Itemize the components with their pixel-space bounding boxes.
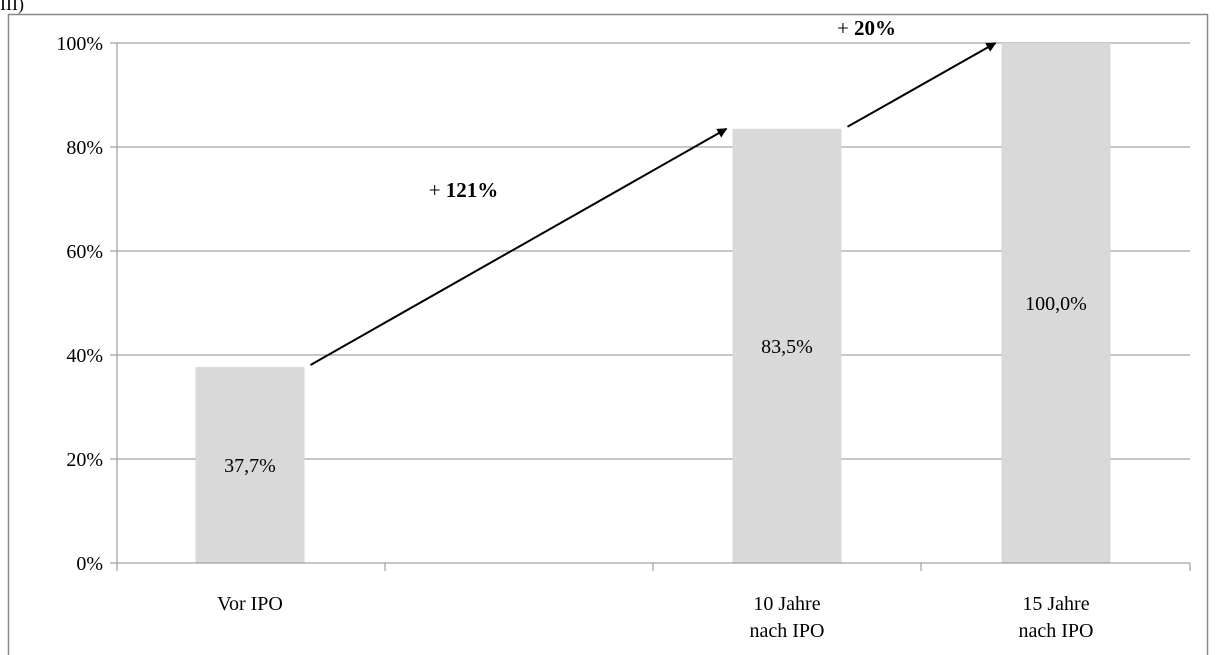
growth-label: + 121% [429,178,499,202]
y-tick-label: 20% [66,449,103,471]
category-label: 15 Jahre [1022,593,1089,615]
data-label: 100,0% [1025,293,1087,315]
category-label: nach IPO [1019,620,1094,642]
category-label: Vor IPO [217,593,283,615]
bar [195,366,305,563]
growth-sign: + [837,16,854,40]
growth-label: + 20% [837,16,896,40]
y-tick-label: 100% [56,33,103,55]
category-label: nach IPO [750,620,825,642]
bar [1001,43,1111,563]
growth-arrow [310,127,728,366]
y-tick-label: 60% [66,241,103,263]
growth-sign: + [429,178,446,202]
bars [195,43,1111,564]
growth-value: 20% [854,16,896,40]
y-tick-label: 40% [66,345,103,367]
chart-border [7,13,1209,655]
category-label: 10 Jahre [753,593,820,615]
data-label: 83,5% [761,336,813,358]
axes [110,42,1191,571]
corner-text: (III) [0,0,24,15]
growth-arrows [310,42,997,366]
y-tick-label: 0% [76,553,103,575]
growth-arrow [847,42,997,128]
y-tick-label: 80% [66,137,103,159]
data-label: 37,7% [224,455,276,477]
labels: 0% 20% 40% 60% 80% 100% Vor IPO 10 Jahre nach IP… [56,16,1093,642]
bar [732,128,842,564]
growth-value: 121% [446,178,499,202]
